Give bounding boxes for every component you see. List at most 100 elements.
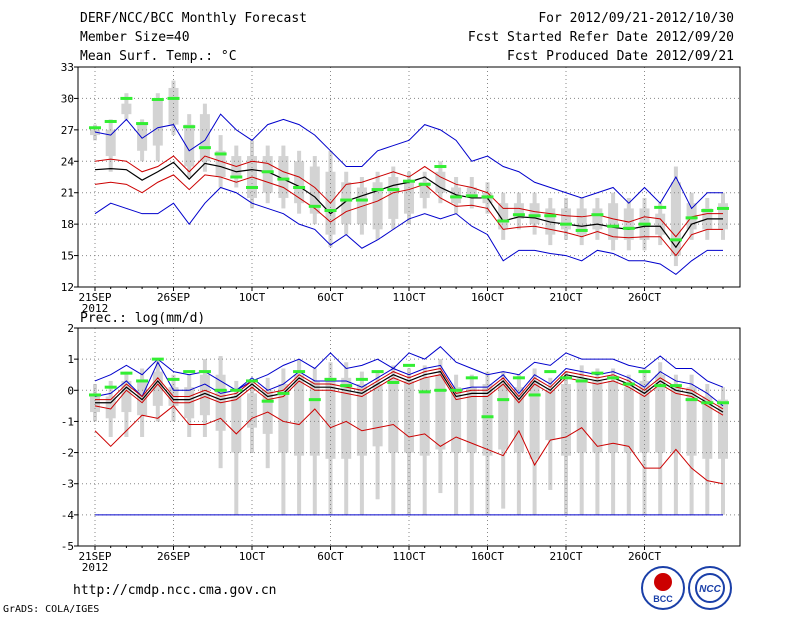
prec-obs-marker	[465, 376, 478, 380]
prec-obs-marker	[528, 393, 541, 397]
prec-ytick-label: 2	[67, 322, 74, 335]
temp-max-line	[94, 186, 723, 276]
temp-box	[90, 129, 100, 136]
temp-ytick-label: 30	[61, 92, 74, 105]
prec-obs-marker	[418, 390, 431, 394]
prec-box	[576, 377, 587, 453]
header-title: DERF/NCC/BCC Monthly Forecast	[80, 11, 307, 26]
temp-obs-marker	[638, 222, 651, 226]
prec-box	[592, 380, 603, 453]
prec-frame	[77, 327, 741, 547]
temp-box	[592, 208, 603, 230]
temp-box	[309, 166, 320, 214]
prec-obs-marker	[308, 398, 321, 402]
footer-url[interactable]: http://cmdp.ncc.cma.gov.cn	[73, 583, 277, 598]
temp-obs-marker	[89, 126, 101, 130]
prec-obs-marker	[481, 415, 494, 419]
prec-ytick-label: -4	[61, 509, 75, 522]
temp-obs-marker	[371, 188, 384, 192]
header-start-date: Fcst Started Refer Date 2012/09/20	[467, 30, 734, 45]
temp-obs-marker	[324, 209, 337, 213]
prec-ytick-label: -5	[61, 540, 74, 553]
prec-box	[105, 396, 116, 419]
temp-obs-marker	[136, 122, 149, 126]
temp-obs-marker	[654, 205, 667, 209]
prec-ytick-label: 1	[67, 353, 74, 366]
temp-box	[466, 187, 477, 198]
prec-obs-marker	[230, 388, 243, 392]
temp-obs-marker	[575, 228, 588, 232]
temp-xtick-label: 11OCT	[392, 291, 425, 304]
temp-obs-marker	[120, 96, 133, 100]
temp-box	[372, 182, 383, 230]
prec-obs-marker	[717, 401, 729, 405]
temp-xtick-label: 6OCT	[317, 291, 344, 304]
prec-obs-marker	[434, 388, 447, 392]
header-produced-date: Fcst Produced Date 2012/09/21	[507, 49, 734, 64]
temp-box	[623, 208, 634, 240]
temp-high-line	[94, 113, 723, 210]
prec-obs-marker	[167, 377, 180, 381]
ncc-logo-icon-graphic: NCC	[695, 573, 725, 603]
prec-box	[670, 387, 681, 453]
temp-obs-marker	[246, 185, 258, 189]
temp-obs-marker	[214, 152, 227, 156]
temp-box	[419, 182, 430, 198]
temp-box	[152, 98, 163, 146]
prec-box	[513, 387, 524, 453]
temp-obs-marker	[465, 194, 478, 198]
temp-ytick-label: 18	[61, 218, 74, 231]
prec-obs-marker	[151, 357, 164, 361]
prec-box	[623, 387, 634, 453]
prec-obs-marker	[183, 370, 196, 374]
temp-box	[718, 203, 728, 230]
temp-box	[388, 177, 399, 219]
prec-panel: -5 -4 -3 -2 -1 0 1 2 21SEP 26SEP 1OCT 6OCT 11OCT 16OC…	[61, 322, 741, 574]
temp-obs-marker	[340, 198, 353, 202]
temp-obs-marker	[293, 185, 306, 189]
prec-xtick-label: 11OCT	[392, 550, 425, 563]
prec-box	[325, 377, 336, 459]
prec-obs-marker	[622, 382, 635, 386]
prec-obs-marker	[638, 370, 651, 374]
ncc-logo-icon: NCC	[688, 566, 732, 610]
prec-year-label: 2012	[82, 561, 109, 574]
temp-ytick-label: 21	[61, 187, 74, 200]
temp-obs-marker	[497, 219, 510, 223]
prec-obs-marker	[544, 370, 557, 374]
grads-credit: GrADS: COLA/IGES	[3, 604, 100, 615]
prec-obs-marker	[450, 388, 463, 392]
prec-xtick-label: 26OCT	[628, 550, 661, 563]
temp-xtick-label: 16OCT	[471, 291, 504, 304]
temp-obs-marker	[230, 175, 243, 179]
prec-box	[278, 384, 289, 453]
prec-box	[152, 371, 163, 406]
temp-obs-marker	[261, 170, 274, 174]
temp-box	[576, 208, 587, 235]
temp-ytick-label: 24	[61, 155, 75, 168]
prec-box	[608, 380, 619, 453]
prec-box	[199, 374, 210, 416]
temp-box	[168, 87, 179, 125]
prec-box	[561, 384, 571, 456]
prec-xtick-label: 21SEP	[78, 550, 111, 563]
temp-obs-marker	[418, 182, 431, 186]
temp-obs-marker	[277, 177, 290, 181]
prec-obs-marker	[669, 384, 682, 388]
prec-xtick-label: 1OCT	[239, 550, 266, 563]
prec-box	[309, 380, 320, 456]
temp-box	[199, 114, 210, 162]
prec-high-line	[94, 361, 724, 407]
temp-box	[341, 182, 352, 225]
prec-obs-marker	[340, 384, 353, 388]
temp-box	[513, 203, 524, 219]
temp-obs-marker	[685, 216, 698, 220]
bcc-logo-mark	[654, 573, 672, 591]
temp-q1-line	[94, 174, 723, 257]
prec-obs-marker	[701, 401, 714, 405]
bcc-logo-icon: BCC	[641, 566, 685, 610]
temp-obs-marker	[481, 195, 494, 199]
temp-obs-marker	[560, 222, 572, 226]
prec-obs-marker	[246, 379, 258, 383]
temp-panel: 12 15 18 21 24 27 30 33 21SEP 26SEP 1OCT 6OCT 11OCT 1…	[61, 61, 741, 315]
